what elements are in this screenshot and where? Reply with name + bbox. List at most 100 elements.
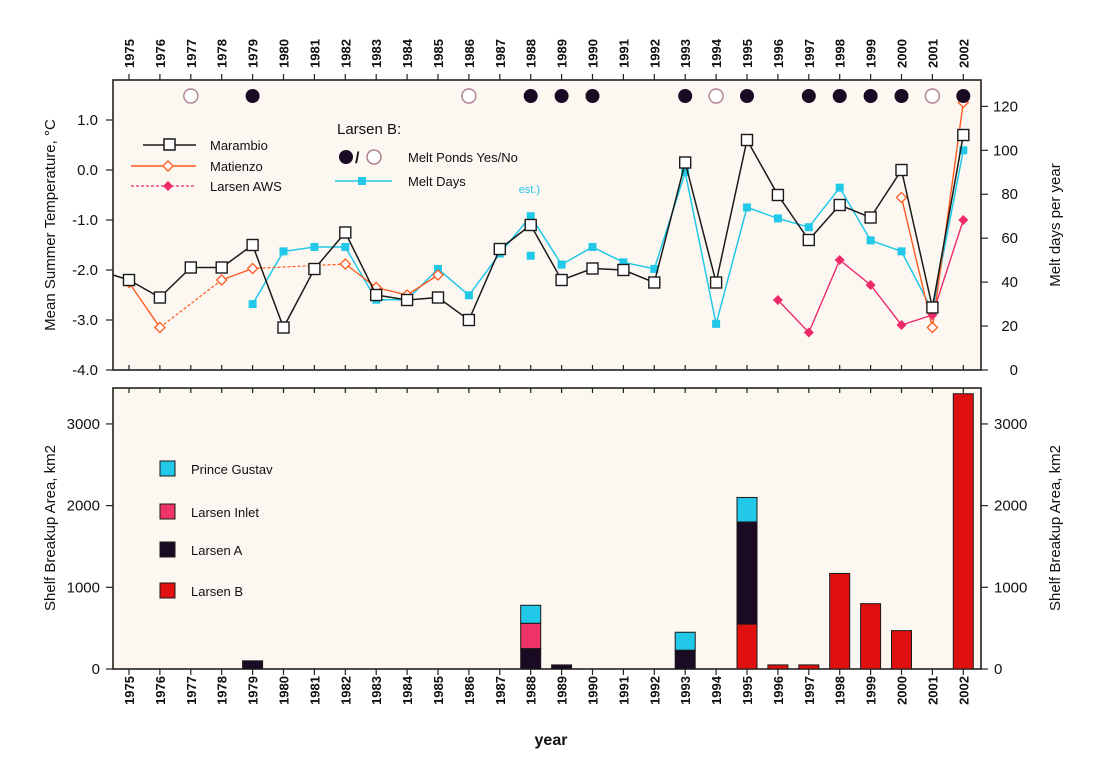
larsen-aws-point <box>803 327 814 338</box>
top-year-axis: 1975 1976 1977 1978 1979 1980 1981 1982 1983 1984… <box>122 38 971 370</box>
melt-pond-no-marker <box>461 88 477 104</box>
bar-segment-prince-gustav <box>736 496 758 523</box>
temperature-axis: 1.0 0.0 -1.0 -2.0 -3.0 -4.0 <box>72 112 113 379</box>
temperature-tick-label: 1.0 <box>77 112 98 129</box>
melt-days-point <box>557 260 566 269</box>
bottom-year-label: 2001 <box>925 676 940 705</box>
melt-days-point <box>712 319 721 328</box>
top-year-label: 1975 <box>122 39 137 68</box>
breakup-legend: Prince Gustav Larsen Inlet Larsen A Larsen … <box>159 460 273 599</box>
bottom-year-label: 1985 <box>431 676 446 705</box>
top-year-label: 1983 <box>369 39 384 68</box>
matienzo-point <box>432 269 444 281</box>
marambio-point <box>802 233 815 247</box>
melt-days-point <box>897 247 906 256</box>
marambio-point <box>740 133 754 147</box>
melt-pond-yes-marker <box>863 89 878 103</box>
breakup-tick-label-right: 1000 <box>994 579 1027 596</box>
legend-marambio-label: Marambio <box>210 138 268 153</box>
top-year-label: 1986 <box>462 39 477 68</box>
bottom-year-label: 1995 <box>740 676 755 705</box>
marambio-point <box>184 261 198 274</box>
bar-segment-larsen-b <box>891 630 912 670</box>
melt-days-point <box>279 247 288 256</box>
melt-days-tick-label: 40 <box>1001 274 1018 291</box>
bottom-year-label: 1979 <box>246 676 261 705</box>
marambio-point <box>215 261 228 274</box>
melt-days-axis: 120 100 80 60 40 20 0 <box>981 98 1018 379</box>
top-year-label: 1979 <box>246 39 261 68</box>
top-year-label: 2002 <box>956 39 971 68</box>
top-year-label: 1981 <box>307 39 322 68</box>
larsen-aws-point <box>896 320 907 330</box>
marambio-point <box>617 263 630 277</box>
temperature-tick-label: -1.0 <box>72 212 98 229</box>
legend-larsen-aws-label: Larsen AWS <box>210 179 282 194</box>
legend-melt-ponds-label: Melt Ponds Yes/No <box>408 150 518 165</box>
bottom-year-label: 1975 <box>122 676 137 705</box>
breakup-tick-label-right: 3000 <box>994 416 1027 433</box>
top-year-label: 1989 <box>555 39 570 68</box>
legend-matienzo-label: Matienzo <box>210 159 263 174</box>
breakup-axis-left: 3000 2000 1000 0 <box>67 416 113 678</box>
melt-days-tick-label: 120 <box>993 98 1018 115</box>
bottom-year-label: 1990 <box>586 676 601 705</box>
bar-segment-larsen-b <box>860 603 882 670</box>
marambio-point <box>709 276 723 289</box>
legend-swatch-larsen-b <box>159 582 176 599</box>
marambio-point <box>895 163 908 177</box>
marambio-point <box>864 211 877 224</box>
marambio-point <box>957 128 970 142</box>
bottom-year-label: 1977 <box>184 676 199 705</box>
top-year-label: 1987 <box>493 39 508 68</box>
melt-pond-markers <box>183 88 971 104</box>
marambio-point <box>153 291 167 304</box>
bottom-year-label: 1994 <box>709 675 724 705</box>
marambio-point <box>555 273 568 287</box>
larsen-aws-point <box>865 280 876 290</box>
melt-days-point <box>743 203 751 212</box>
top-year-label: 2000 <box>895 39 910 68</box>
top-year-label: 1978 <box>215 39 230 68</box>
bottom-year-label: 1982 <box>338 676 353 705</box>
bottom-year-label: 1986 <box>462 676 477 705</box>
bar-segment-prince-gustav <box>674 631 696 651</box>
bar-segment-larsen-b <box>767 664 789 670</box>
marambio-point <box>586 262 599 275</box>
top-year-label: 1991 <box>616 39 631 68</box>
matienzo-point <box>339 258 352 270</box>
breakup-tick-label-right: 0 <box>994 661 1002 678</box>
larsen-aws-point <box>772 295 783 305</box>
estimate-annotation: est.) <box>519 184 540 196</box>
breakup-tick-label-left: 0 <box>92 661 100 678</box>
marambio-point <box>339 226 352 239</box>
breakup-axis-title-right: Shelf Breakup Area, km2 <box>1047 445 1064 611</box>
marambio-point <box>431 291 445 304</box>
legend-label-larsen-a: Larsen A <box>191 543 243 558</box>
marambio-point <box>277 321 290 334</box>
bottom-year-label: 1997 <box>802 676 817 705</box>
melt-days-tick-label: 60 <box>1001 230 1018 247</box>
melt-pond-yes-marker <box>245 89 260 103</box>
bottom-year-label: 1980 <box>277 676 292 705</box>
matienzo-point <box>895 191 908 204</box>
top-year-label: 1976 <box>153 39 168 68</box>
top-year-label: 1984 <box>400 38 415 68</box>
top-year-label: 1990 <box>586 39 601 68</box>
melt-days-tick-label: 20 <box>1001 318 1018 335</box>
marambio-point <box>926 301 939 314</box>
temperature-tick-label: -2.0 <box>72 262 98 279</box>
temperature-melt-panel: 1975 1976 1977 1978 1979 1980 1981 1982 1983 1984… <box>42 38 1064 379</box>
melt-pond-yes-marker <box>585 89 600 103</box>
legend-swatch-prince-gustav <box>159 460 176 477</box>
bar-segment-larsen-a <box>674 649 696 670</box>
bottom-year-label: 1999 <box>864 676 879 705</box>
marambio-point <box>122 273 136 287</box>
bottom-year-label: 1983 <box>369 676 384 705</box>
top-year-label: 1977 <box>184 39 199 68</box>
top-year-label: 1998 <box>833 39 848 68</box>
melt-days-tick-label: 100 <box>993 142 1018 159</box>
matienzo-point <box>246 262 259 275</box>
legend-pond-yes-icon <box>339 150 353 164</box>
